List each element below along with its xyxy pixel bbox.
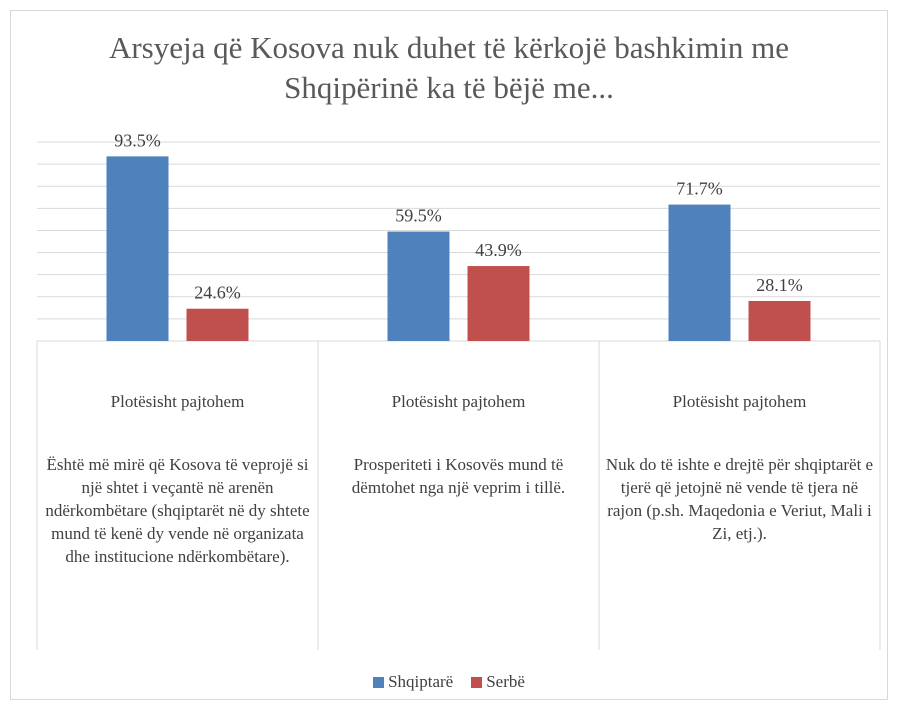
x-tick-label: Plotësisht pajtohem <box>672 392 807 411</box>
legend-item: Shqiptarë <box>373 672 453 692</box>
data-label: 93.5% <box>114 130 161 150</box>
category-group-label: Nuk do të ishte e drejtë për shqiptarët … <box>605 455 874 543</box>
legend-swatch <box>471 676 483 688</box>
data-label: 28.1% <box>756 275 803 295</box>
x-tick-label: Plotësisht pajtohem <box>110 392 245 411</box>
bar <box>748 300 811 341</box>
bar <box>106 156 169 341</box>
bar <box>668 204 731 341</box>
legend-swatch <box>373 676 385 688</box>
bar <box>186 308 249 341</box>
x-tick-label: Plotësisht pajtohem <box>391 392 526 411</box>
bar <box>467 266 530 341</box>
category-group-label: Është më mirë që Kosova të veprojë si nj… <box>45 455 310 566</box>
chart-title: Arsyeja që Kosova nuk duhet të kërkojë b… <box>108 30 790 105</box>
data-label: 24.6% <box>194 283 241 303</box>
data-label: 71.7% <box>676 179 723 199</box>
category-group-label: Prosperiteti i Kosovës mund të dëmtohet … <box>351 455 566 497</box>
legend-label: Shqiptarë <box>388 672 454 691</box>
bar <box>387 231 450 341</box>
data-label: 59.5% <box>395 206 442 226</box>
legend: Shqiptarë Serbë <box>0 672 898 692</box>
legend-item: Serbë <box>471 672 525 692</box>
data-label: 43.9% <box>475 240 522 260</box>
legend-label: Serbë <box>486 672 525 691</box>
chart-border <box>10 10 888 700</box>
